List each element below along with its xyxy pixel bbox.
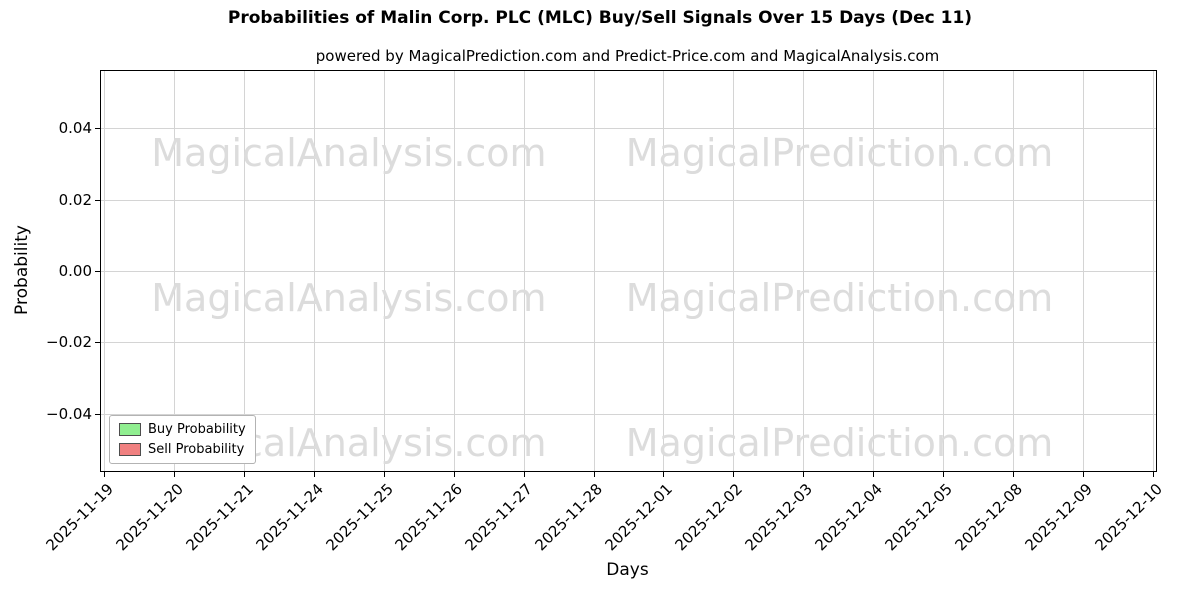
- h-gridline: [101, 128, 1156, 130]
- x-tick-mark: [313, 472, 315, 477]
- x-tick-mark: [173, 472, 175, 477]
- legend-swatch: [119, 443, 141, 456]
- x-tick-label-text: 2025-12-03: [741, 480, 817, 555]
- x-tick-label-text: 2025-11-25: [322, 480, 397, 555]
- v-gridline: [873, 71, 875, 471]
- y-tick-label: −0.04: [46, 404, 92, 423]
- v-gridline: [1083, 71, 1085, 471]
- v-gridline: [943, 71, 945, 471]
- x-tick-mark: [1153, 472, 1154, 477]
- v-gridline: [663, 71, 665, 471]
- x-tick-label-text: 2025-11-24: [252, 480, 327, 555]
- x-axis-label: Days: [606, 560, 649, 580]
- x-tick-label-text: 2025-12-05: [881, 480, 956, 555]
- h-gridline: [101, 271, 1156, 272]
- x-tick-label-text: 2025-12-10: [1091, 480, 1166, 555]
- x-tick-label-text: 2025-11-21: [182, 480, 257, 555]
- legend-swatch: [119, 423, 141, 436]
- x-tick-mark: [733, 472, 735, 477]
- legend-label: Sell Probability: [148, 442, 245, 457]
- v-gridline: [383, 71, 385, 471]
- x-tick-label-text: 2025-11-19: [42, 480, 117, 555]
- legend-label: Buy Probability: [148, 422, 246, 437]
- y-tick-mark: [95, 271, 100, 272]
- y-tick-mark: [95, 342, 100, 344]
- x-tick-label-text: 2025-12-09: [1021, 480, 1096, 555]
- x-tick-label-text: 2025-12-02: [671, 480, 747, 555]
- watermark-text: MagicalAnalysis.com: [151, 276, 547, 320]
- x-tick-mark: [663, 472, 665, 477]
- v-gridline: [803, 71, 805, 471]
- v-gridline: [593, 71, 595, 471]
- v-gridline: [1153, 71, 1154, 471]
- x-tick-label-text: 2025-12-08: [951, 480, 1026, 555]
- y-tick-label: 0.00: [58, 262, 92, 280]
- y-tick-label: 0.04: [58, 119, 92, 138]
- v-gridline: [243, 71, 245, 471]
- x-tick-label-text: 2025-11-28: [531, 480, 607, 555]
- v-gridline: [453, 71, 455, 471]
- watermark-text: MagicalPrediction.com: [625, 421, 1054, 465]
- h-gridline: [101, 342, 1156, 344]
- watermark-text: MagicalPrediction.com: [625, 131, 1054, 175]
- v-gridline: [173, 71, 175, 471]
- x-tick-label-text: 2025-12-01: [601, 480, 677, 555]
- y-tick-label: 0.02: [58, 190, 92, 209]
- y-tick-mark: [95, 128, 100, 130]
- x-tick-mark: [943, 472, 945, 477]
- legend-entry: Buy Probability: [119, 422, 246, 437]
- legend: Buy Probability Sell Probability: [109, 415, 256, 464]
- x-tick-mark: [1013, 472, 1015, 477]
- v-gridline: [313, 71, 315, 471]
- x-tick-mark: [243, 472, 245, 477]
- x-tick-label-text: 2025-11-20: [112, 480, 187, 555]
- x-tick-mark: [803, 472, 805, 477]
- v-gridline: [523, 71, 525, 471]
- x-tick-mark: [383, 472, 385, 477]
- x-tick-mark: [593, 472, 595, 477]
- chart-title: Probabilities of Malin Corp. PLC (MLC) B…: [227, 8, 973, 28]
- x-tick-mark: [523, 472, 525, 477]
- y-tick-mark: [95, 199, 100, 201]
- h-gridline: [101, 199, 1156, 201]
- legend-entry: Sell Probability: [119, 442, 246, 457]
- x-tick-label-text: 2025-11-27: [461, 480, 537, 555]
- x-tick-label-text: 2025-11-26: [392, 480, 467, 555]
- x-tick-mark: [1083, 472, 1085, 477]
- x-tick-label-text: 2025-12-04: [811, 480, 886, 555]
- x-tick-mark: [453, 472, 455, 477]
- v-gridline: [733, 71, 735, 471]
- x-tick-mark: [104, 472, 105, 477]
- watermark-text: MagicalAnalysis.com: [151, 131, 547, 175]
- y-tick-mark: [95, 413, 100, 415]
- watermark-text: MagicalPrediction.com: [625, 276, 1054, 320]
- h-gridline: [101, 413, 1156, 415]
- v-gridline: [1013, 71, 1015, 471]
- v-gridline: [104, 71, 105, 471]
- x-tick-mark: [873, 472, 875, 477]
- y-axis-label: Probability: [12, 225, 32, 315]
- chart-subtitle: powered by MagicalPrediction.com and Pre…: [315, 47, 940, 65]
- plot-area: MagicalAnalysis.com MagicalPrediction.com…: [42, 70, 1166, 554]
- y-tick-label: −0.02: [46, 333, 92, 352]
